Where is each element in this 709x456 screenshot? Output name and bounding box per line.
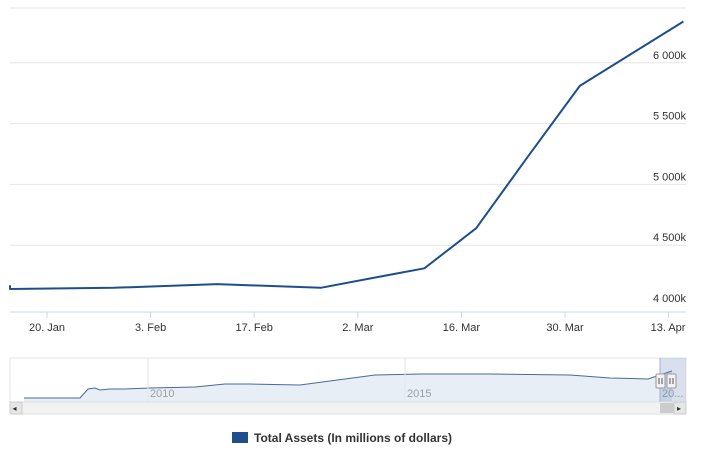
navigator-label-2015: 2015 [407, 388, 431, 400]
scroll-right-button[interactable] [673, 401, 687, 415]
navigator-label-2010: 2010 [150, 388, 174, 400]
x-tick-label: 2. Mar [342, 322, 374, 334]
y-tick-label: 4 500k [653, 232, 687, 244]
y-tick-label: 5 000k [653, 171, 687, 183]
y-axis-labels: 4 000k 4 500k 5 000k 5 500k 6 000k [653, 50, 687, 305]
x-tick-label: 16. Mar [443, 322, 481, 334]
navigator-line [24, 370, 673, 399]
x-tick-label: 13. Apr [651, 322, 686, 334]
navigator[interactable]: 2010 2015 20... [9, 357, 687, 403]
legend-label[interactable]: Total Assets (In millions of dollars) [254, 431, 452, 445]
legend[interactable]: Total Assets (In millions of dollars) [232, 431, 452, 445]
navigator-handle-left[interactable] [655, 373, 666, 389]
x-tick-label: 17. Feb [236, 322, 273, 334]
x-tick-label: 3. Feb [135, 322, 166, 334]
scrollbar[interactable]: ◂ ▸ [9, 401, 687, 415]
y-tick-label: 4 000k [653, 293, 687, 305]
x-tick-label: 20. Jan [29, 322, 65, 334]
scrollbar-track[interactable] [9, 401, 687, 415]
scroll-left-button[interactable] [9, 401, 23, 415]
scroll-left-arrow-icon: ◂ [13, 404, 17, 413]
navigator-area [24, 371, 672, 402]
scrollbar-thumb[interactable] [660, 403, 674, 413]
y-tick-label: 5 500k [653, 111, 687, 123]
x-axis-ticks: 20. Jan 3. Feb 17. Feb 2. Mar 16. Mar 30. Mar… [29, 312, 686, 334]
x-tick-label: 30. Mar [546, 322, 584, 334]
y-tick-label: 6 000k [653, 50, 687, 62]
navigator-handle-right[interactable] [666, 373, 677, 389]
gridlines [10, 7, 686, 246]
series-line-total-assets [9, 20, 684, 290]
legend-swatch [232, 432, 248, 443]
scroll-right-arrow-icon: ▸ [677, 404, 681, 413]
navigator-label-2020: 20... [662, 388, 683, 400]
